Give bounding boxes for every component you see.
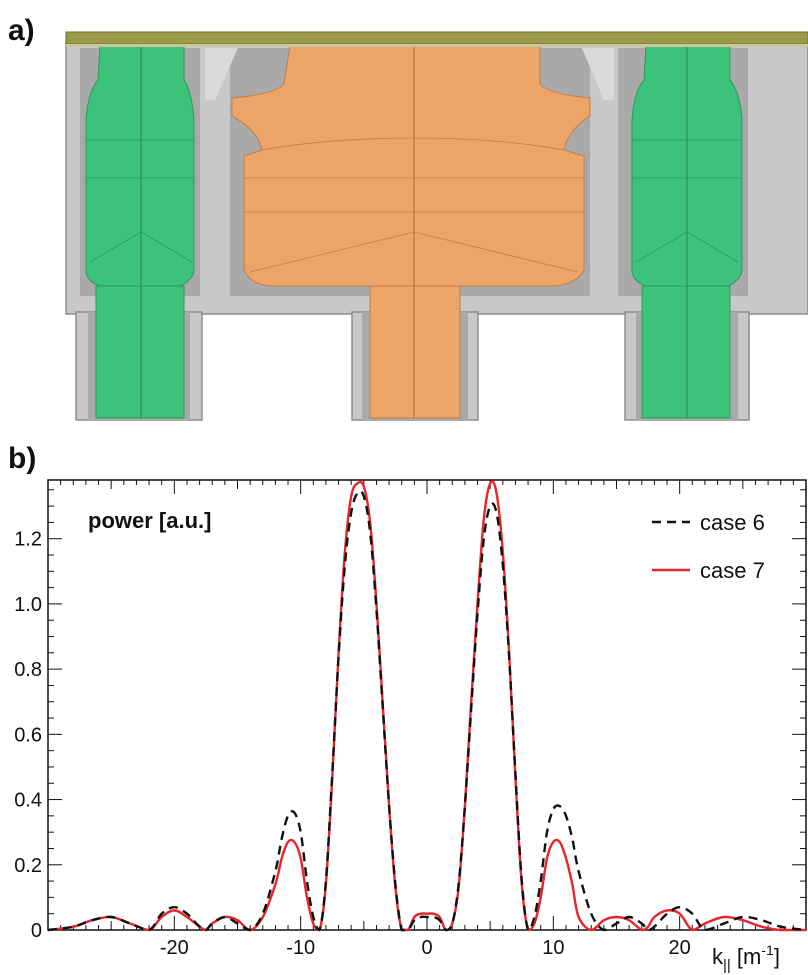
legend: case 6 case 7 xyxy=(652,510,765,583)
x-axis-label: k|| [m-1] xyxy=(712,942,780,974)
series-lines xyxy=(47,480,807,932)
y-tick-label: 0.4 xyxy=(14,790,42,812)
left-septum xyxy=(205,48,238,100)
x-axis-label-unit-close: ] xyxy=(774,944,780,969)
panel-a-label: a) xyxy=(8,14,35,47)
y-tick-label: 0.8 xyxy=(14,659,42,681)
axis-ticks xyxy=(47,480,807,931)
legend-label-case-6: case 6 xyxy=(700,510,765,535)
right-septum xyxy=(582,48,614,100)
x-axis-label-sub: || xyxy=(723,957,731,974)
x-axis-label-unit-open: [m xyxy=(731,944,762,969)
top-plate-highlight xyxy=(66,44,808,47)
y-tick-label: 0.2 xyxy=(14,855,42,877)
series-line-case-6 xyxy=(47,489,807,932)
top-plate xyxy=(65,31,808,45)
right-green-strap xyxy=(631,45,743,419)
y-tick-labels: 0 0.2 0.4 0.6 0.8 1.0 1.2 xyxy=(14,529,42,942)
spectrum-chart: 0 0.2 0.4 0.6 0.8 1.0 1.2 -20 -10 0 10 20 power [a… xyxy=(14,479,807,974)
left-green-strap xyxy=(85,45,195,419)
x-tick-label: 10 xyxy=(542,937,564,959)
y-axis-label: power [a.u.] xyxy=(88,508,211,533)
y-tick-label: 1.2 xyxy=(14,529,42,551)
x-axis-label-unit-exp: -1 xyxy=(761,942,774,958)
plot-frame xyxy=(47,479,807,931)
x-tick-label: -20 xyxy=(160,937,189,959)
x-tick-labels: -20 -10 0 10 20 xyxy=(160,937,691,959)
x-tick-label: 20 xyxy=(669,937,691,959)
x-tick-label: 0 xyxy=(421,937,432,959)
series-line-case-7 xyxy=(47,480,806,932)
center-orange-strap xyxy=(231,45,591,419)
y-tick-label: 1.0 xyxy=(14,594,42,616)
x-tick-label: -10 xyxy=(286,937,315,959)
x-axis-label-main: k xyxy=(712,944,724,969)
y-tick-label: 0.6 xyxy=(14,724,42,746)
antenna-cross-section xyxy=(65,31,808,421)
panel-b-label: b) xyxy=(8,442,36,475)
legend-label-case-7: case 7 xyxy=(700,558,765,583)
y-tick-label: 0 xyxy=(31,920,42,942)
